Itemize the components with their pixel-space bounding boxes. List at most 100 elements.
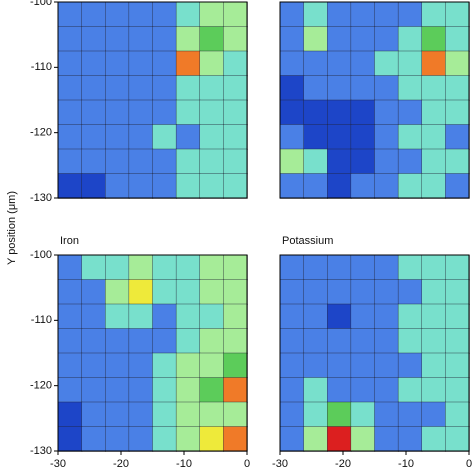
contour-cell (350, 26, 376, 52)
contour-cell (57, 124, 83, 150)
contour-cell (279, 352, 305, 379)
contour-cell (397, 426, 423, 452)
contour-cell (374, 279, 399, 305)
x-tick-label: -30 (272, 458, 288, 470)
contour-cell (105, 124, 130, 150)
contour-cell (374, 254, 399, 281)
contour-cell (199, 303, 225, 330)
contour-cell (175, 254, 201, 281)
contour-cell (303, 279, 328, 305)
contour-cell (199, 426, 225, 452)
contour-cell (350, 279, 376, 305)
contour-cell (350, 50, 376, 77)
contour-cell (223, 279, 248, 305)
contour-cell (199, 254, 225, 281)
contour-cell (223, 328, 248, 354)
contour-cell (421, 50, 447, 77)
contour-cell (327, 426, 352, 452)
contour-cell (421, 26, 447, 52)
contour-cell (303, 328, 328, 354)
contour-cell (175, 148, 201, 175)
contour-cell (303, 377, 328, 403)
contour-cell (350, 328, 376, 354)
contour-cell (445, 377, 470, 403)
contour-cell (175, 303, 201, 330)
contour-cell (81, 328, 106, 354)
contour-cell (199, 401, 225, 428)
contour-cell (81, 303, 106, 330)
contour-cell (152, 148, 177, 175)
contour-cell (327, 148, 352, 175)
contour-cell (279, 328, 305, 354)
contour-cell (445, 26, 470, 52)
contour-cell (105, 377, 130, 403)
contour-cell (223, 426, 248, 452)
contour-cell (279, 303, 305, 330)
contour-cell (223, 1, 248, 28)
x-tick-label: -30 (50, 458, 66, 470)
contour-cell (421, 173, 447, 199)
contour-cell (105, 303, 130, 330)
contour-cell (350, 1, 376, 28)
contour-cell (303, 173, 328, 199)
contour-cell (421, 254, 447, 281)
contour-cell (279, 1, 305, 28)
contour-cell (152, 303, 177, 330)
contour-cell (374, 148, 399, 175)
contour-cell (128, 328, 154, 354)
contour-cell (105, 75, 130, 101)
contour-cell (397, 148, 423, 175)
contour-cell (128, 173, 154, 199)
contour-cell (445, 401, 470, 428)
contour-cell (223, 303, 248, 330)
contour-cell (81, 148, 106, 175)
contour-cell (81, 426, 106, 452)
contour-cell (350, 377, 376, 403)
contour-cell (152, 426, 177, 452)
contour-cell (445, 50, 470, 77)
contour-cell (374, 303, 399, 330)
contour-cell (327, 99, 352, 126)
contour-cell (374, 352, 399, 379)
contour-cell (128, 279, 154, 305)
contour-cell (350, 254, 376, 281)
x-tick-label: -10 (176, 458, 192, 470)
contour-cell (128, 401, 154, 428)
contour-cell (57, 1, 83, 28)
y-tick-label: -100 (30, 0, 52, 8)
contour-cell (279, 279, 305, 305)
contour-cell (175, 279, 201, 305)
y-tick-label: -110 (31, 61, 52, 73)
y-tick-label: -110 (31, 314, 52, 326)
contour-cell (397, 303, 423, 330)
contour-cell (128, 26, 154, 52)
contour-cell (128, 426, 154, 452)
contour-cell (327, 303, 352, 330)
contour-cell (199, 75, 225, 101)
contour-cell (57, 75, 83, 101)
contour-cell (303, 99, 328, 126)
contour-cell (81, 377, 106, 403)
contour-cell (397, 328, 423, 354)
contour-cell (279, 124, 305, 150)
x-tick-label: 0 (244, 458, 250, 470)
contour-cell (57, 401, 83, 428)
plot-frame (57, 254, 248, 452)
contour-cell (128, 377, 154, 403)
contour-cell (57, 352, 83, 379)
contour-cell (350, 173, 376, 199)
contour-cell (128, 124, 154, 150)
contour-cell (81, 279, 106, 305)
contour-cell (223, 377, 248, 403)
contour-cell (327, 279, 352, 305)
contour-cell (445, 279, 470, 305)
contour-cell (152, 26, 177, 52)
contour-cell (175, 352, 201, 379)
contour-cell (374, 377, 399, 403)
contour-cell (152, 99, 177, 126)
contour-cell (105, 99, 130, 126)
contour-cell (421, 279, 447, 305)
contour-cell (303, 148, 328, 175)
contour-cell (81, 75, 106, 101)
